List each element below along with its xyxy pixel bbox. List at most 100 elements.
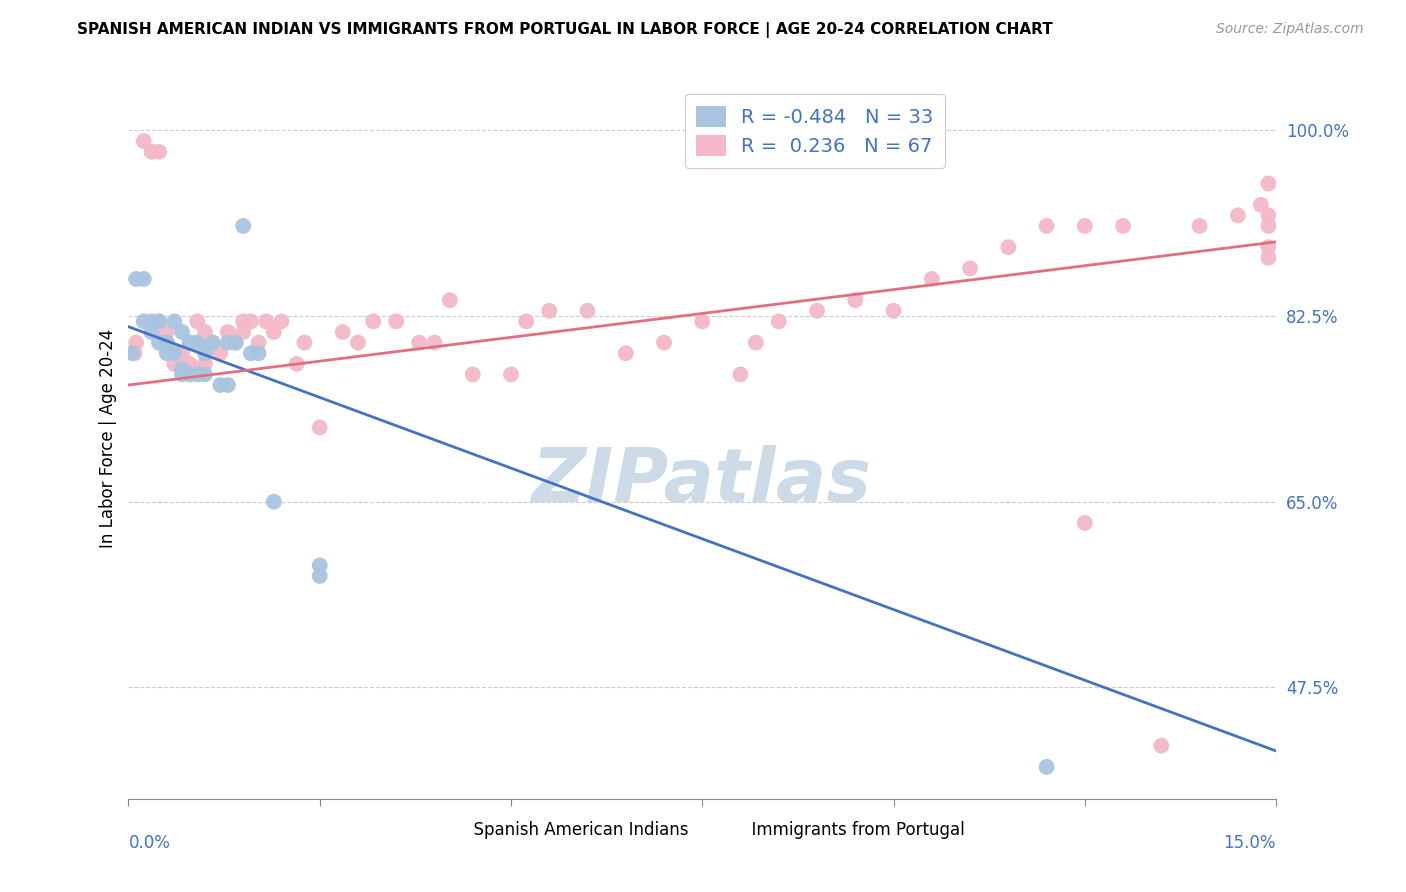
Text: Source: ZipAtlas.com: Source: ZipAtlas.com <box>1216 22 1364 37</box>
Point <box>1035 219 1057 233</box>
Point <box>499 368 522 382</box>
Point <box>385 314 408 328</box>
Point <box>921 272 943 286</box>
Point <box>997 240 1019 254</box>
Point <box>247 335 270 350</box>
Point <box>132 314 155 328</box>
Point <box>179 357 201 371</box>
Text: 15.0%: 15.0% <box>1223 834 1277 853</box>
Point <box>308 420 330 434</box>
Point <box>423 335 446 350</box>
Point <box>186 314 208 328</box>
Point <box>806 303 828 318</box>
Point <box>194 357 217 371</box>
Point <box>201 335 224 350</box>
Point <box>263 494 285 508</box>
Point <box>186 335 208 350</box>
Point <box>156 335 179 350</box>
Point <box>225 335 247 350</box>
Point <box>363 314 385 328</box>
Point <box>1150 739 1173 753</box>
Point <box>232 325 254 339</box>
Point <box>179 368 201 382</box>
Point <box>614 346 637 360</box>
Point <box>124 346 146 360</box>
Point <box>217 325 239 339</box>
Point <box>132 272 155 286</box>
Point <box>883 303 905 318</box>
Point <box>308 558 330 573</box>
Text: Spanish American Indians            Immigrants from Portugal: Spanish American Indians Immigrants from… <box>441 821 965 839</box>
Point <box>652 335 675 350</box>
Point <box>247 346 270 360</box>
Point <box>148 314 170 328</box>
Point <box>347 335 370 350</box>
Point <box>209 346 232 360</box>
Point <box>170 368 193 382</box>
Point <box>194 325 217 339</box>
Point <box>308 569 330 583</box>
Point <box>186 335 208 350</box>
Point <box>141 145 163 159</box>
Point <box>170 346 193 360</box>
Point <box>285 357 308 371</box>
Point <box>1074 219 1097 233</box>
Point <box>239 314 262 328</box>
Point <box>121 346 143 360</box>
Point <box>515 314 537 328</box>
Point <box>156 335 179 350</box>
Point <box>141 325 163 339</box>
Point <box>170 325 193 339</box>
Point <box>1257 240 1279 254</box>
Point <box>1074 516 1097 530</box>
Point <box>1257 219 1279 233</box>
Point <box>125 272 148 286</box>
Text: 0.0%: 0.0% <box>128 834 170 853</box>
Point <box>156 346 179 360</box>
Point <box>179 335 201 350</box>
Point <box>179 335 201 350</box>
Point <box>194 346 217 360</box>
Point <box>225 335 247 350</box>
Point <box>170 362 193 376</box>
Point <box>163 346 186 360</box>
Point <box>186 368 208 382</box>
Point <box>408 335 430 350</box>
Point <box>690 314 713 328</box>
Point <box>148 145 170 159</box>
Point <box>1257 251 1279 265</box>
Point <box>125 335 148 350</box>
Point <box>1035 760 1057 774</box>
Point <box>439 293 461 308</box>
Point <box>232 219 254 233</box>
Point <box>232 314 254 328</box>
Point <box>163 357 186 371</box>
Point <box>209 378 232 392</box>
Point <box>1257 208 1279 222</box>
Point <box>294 335 316 350</box>
Point <box>254 314 277 328</box>
Text: ZIPatlas: ZIPatlas <box>533 445 872 518</box>
Point <box>576 303 599 318</box>
Point <box>263 325 285 339</box>
Point <box>148 314 170 328</box>
Point <box>201 335 224 350</box>
Text: SPANISH AMERICAN INDIAN VS IMMIGRANTS FROM PORTUGAL IN LABOR FORCE | AGE 20-24 C: SPANISH AMERICAN INDIAN VS IMMIGRANTS FR… <box>77 22 1053 38</box>
Point <box>156 325 179 339</box>
Point <box>141 314 163 328</box>
Point <box>461 368 484 382</box>
Point <box>730 368 752 382</box>
Point <box>768 314 790 328</box>
Point <box>1112 219 1135 233</box>
Point <box>217 335 239 350</box>
Point <box>1188 219 1211 233</box>
Point <box>538 303 561 318</box>
Legend: R = -0.484   N = 33, R =  0.236   N = 67: R = -0.484 N = 33, R = 0.236 N = 67 <box>685 95 945 168</box>
Point <box>1226 208 1249 222</box>
Point <box>270 314 292 328</box>
Point <box>239 346 262 360</box>
Point <box>194 368 217 382</box>
Point <box>1250 198 1272 212</box>
Y-axis label: In Labor Force | Age 20-24: In Labor Force | Age 20-24 <box>100 328 117 548</box>
Point <box>163 314 186 328</box>
